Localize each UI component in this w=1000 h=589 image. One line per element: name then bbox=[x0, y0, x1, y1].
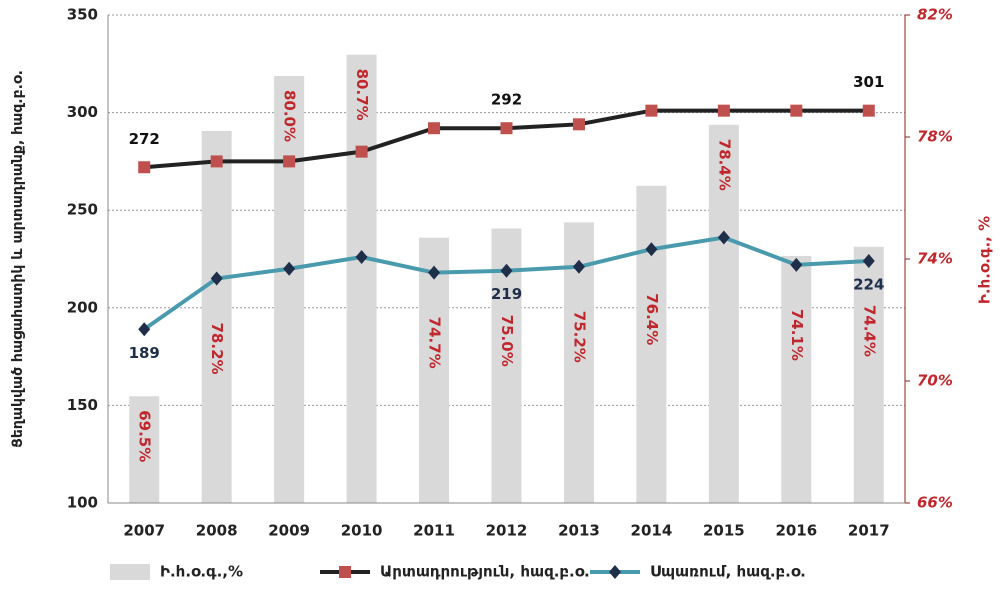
y-tick-label: 250 bbox=[67, 201, 98, 219]
bar bbox=[853, 246, 884, 504]
marker bbox=[283, 261, 296, 276]
marker bbox=[790, 104, 803, 117]
marker bbox=[138, 161, 151, 174]
bar-value-label: 80.7% bbox=[353, 69, 371, 121]
marker bbox=[500, 122, 513, 135]
marker bbox=[355, 145, 368, 158]
bar-value-label: 74.1% bbox=[788, 309, 806, 361]
bar-value-label: 74.4% bbox=[860, 305, 878, 357]
bar bbox=[129, 396, 160, 503]
legend-label: Սպառում, հազ.բ.օ. bbox=[650, 563, 806, 581]
x-tick-label: 2008 bbox=[196, 522, 238, 540]
line-value-label: 292 bbox=[491, 91, 522, 109]
x-tick-label: 2015 bbox=[703, 522, 745, 540]
bar-value-label: 74.7% bbox=[426, 317, 444, 369]
bar bbox=[419, 237, 450, 503]
marker bbox=[428, 265, 441, 280]
line-value-label: 189 bbox=[129, 344, 160, 362]
bar-value-label: 80.0% bbox=[281, 90, 299, 142]
marker bbox=[283, 155, 296, 168]
bar bbox=[781, 255, 812, 503]
y-tick-label: 100 bbox=[67, 494, 98, 512]
x-tick-label: 2014 bbox=[631, 522, 673, 540]
marker bbox=[210, 155, 223, 168]
x-tick-label: 2013 bbox=[558, 522, 600, 540]
line-value-label: 301 bbox=[853, 73, 884, 91]
line bbox=[144, 108, 869, 170]
marker bbox=[500, 263, 513, 278]
marker bbox=[862, 104, 875, 117]
bar bbox=[636, 185, 667, 504]
marker bbox=[790, 257, 803, 272]
x-tick-label: 2012 bbox=[486, 522, 528, 540]
legend-marker bbox=[339, 566, 351, 578]
x-tick-label: 2011 bbox=[413, 522, 455, 540]
x-tick-label: 2007 bbox=[123, 522, 165, 540]
bar-value-label: 76.4% bbox=[643, 293, 661, 345]
y2-axis-title: Ի.հ.օ.գ., % bbox=[976, 216, 994, 304]
y2-tick-label: 66% bbox=[917, 494, 953, 512]
marker bbox=[717, 230, 730, 245]
marker bbox=[572, 259, 585, 274]
bar bbox=[274, 76, 305, 503]
line-value-label: 272 bbox=[129, 130, 160, 148]
marker bbox=[428, 122, 441, 135]
y-tick-label: 300 bbox=[67, 103, 98, 121]
y2-tick-label: 70% bbox=[917, 372, 953, 390]
x-tick-label: 2009 bbox=[268, 522, 310, 540]
marker bbox=[572, 118, 585, 131]
bar-value-label: 75.0% bbox=[498, 315, 516, 367]
bar-value-label: 78.2% bbox=[208, 322, 226, 374]
marker bbox=[645, 104, 658, 117]
legend-label: Արտադրություն, հազ.բ.օ. bbox=[380, 563, 590, 581]
marker bbox=[210, 271, 223, 286]
y2-tick-label: 78% bbox=[917, 128, 953, 146]
y-tick-label: 200 bbox=[67, 298, 98, 316]
y-axis-title: Ցեղակված հացահատիկ և արտադրանք, հազ.բ.օ. bbox=[10, 70, 26, 448]
bar bbox=[708, 124, 739, 504]
marker bbox=[862, 253, 875, 268]
bar bbox=[201, 130, 232, 503]
line-value-label: 219 bbox=[491, 285, 522, 303]
bar-value-label: 78.4% bbox=[715, 139, 733, 191]
y-tick-label: 350 bbox=[67, 6, 98, 24]
x-tick-label: 2016 bbox=[775, 522, 817, 540]
y-tick-label: 150 bbox=[67, 396, 98, 414]
bar-value-label: 69.5% bbox=[136, 410, 154, 462]
legend-marker bbox=[609, 565, 621, 579]
bar bbox=[346, 54, 377, 504]
y2-tick-label: 74% bbox=[917, 250, 953, 268]
x-tick-label: 2010 bbox=[341, 522, 383, 540]
marker bbox=[645, 242, 658, 257]
x-tick-label: 2017 bbox=[848, 522, 890, 540]
y2-tick-label: 82% bbox=[917, 6, 953, 24]
marker bbox=[717, 104, 730, 117]
legend-label: Ի.հ.օ.գ.,% bbox=[160, 563, 243, 581]
legend-swatch bbox=[110, 564, 150, 580]
marker bbox=[355, 250, 368, 265]
line-value-label: 224 bbox=[853, 275, 884, 293]
marker bbox=[138, 322, 151, 337]
bar-value-label: 75.2% bbox=[570, 311, 588, 363]
